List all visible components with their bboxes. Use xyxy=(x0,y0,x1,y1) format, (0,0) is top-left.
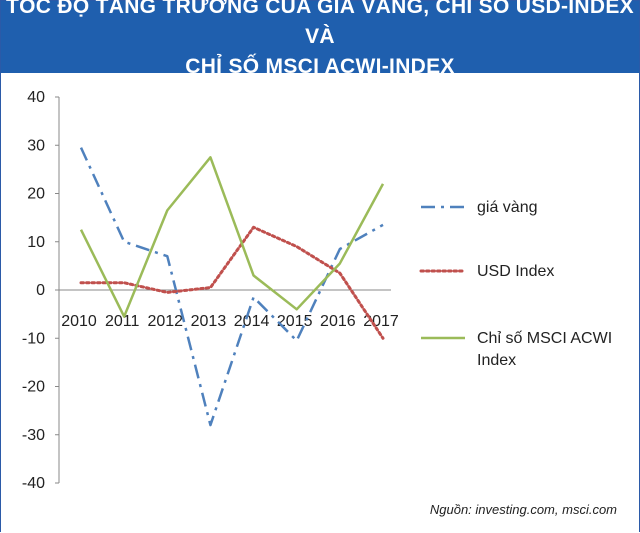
series-line-2 xyxy=(79,225,385,340)
legend-label-1: giá vàng xyxy=(477,199,538,216)
y-tick-label: 20 xyxy=(27,186,45,203)
legend-label-line: giá vàng xyxy=(477,199,538,216)
source-note: Nguồn: investing.com, msci.com xyxy=(429,502,617,517)
x-tick-label: 2010 xyxy=(61,313,97,330)
y-tick-label: -20 xyxy=(22,379,45,396)
legend-label-2: USD Index xyxy=(477,263,554,280)
x-tick-label: 2016 xyxy=(320,313,356,330)
legend-label-line: USD Index xyxy=(477,263,554,280)
y-tick-label: 10 xyxy=(27,234,45,251)
y-tick-label: -40 xyxy=(22,475,45,492)
series-line-3 xyxy=(79,156,385,318)
y-tick-label: 30 xyxy=(27,137,45,154)
x-tick-label: 2012 xyxy=(147,313,183,330)
x-tick-label: 2017 xyxy=(363,313,399,330)
legend: giá vàng USD Index Chỉ số MSCI ACWI Index xyxy=(419,199,612,369)
y-tick-label: 40 xyxy=(27,89,45,106)
chart-title-line-1: TỐC ĐỘ TĂNG TRƯỞNG CỦA GIÁ VÀNG, CHỈ SỐ … xyxy=(6,0,634,48)
y-tick-label: -10 xyxy=(22,330,45,347)
series-line-1 xyxy=(79,147,384,427)
x-tick-label: 2011 xyxy=(105,313,140,330)
chart-title-line-2: CHỈ SỐ MSCI ACWI-INDEX xyxy=(185,55,455,78)
y-tick-label: 0 xyxy=(36,282,45,299)
legend-label-3: Chỉ số MSCI ACWI Index xyxy=(477,330,612,369)
legend-label-line: Chỉ số MSCI ACWI xyxy=(477,330,612,347)
x-tick-label: 2013 xyxy=(191,313,227,330)
chart-area: 40 30 20 10 0 -10 -20 -30 -40 2010 2011 2012 2013 201… xyxy=(1,73,639,533)
title-bar: TỐC ĐỘ TĂNG TRƯỞNG CỦA GIÁ VÀNG, CHỈ SỐ … xyxy=(1,0,639,78)
x-tick-label: 2014 xyxy=(234,313,270,330)
legend-label-line: Index xyxy=(477,352,516,369)
series-group xyxy=(79,147,385,427)
y-tick-label: -30 xyxy=(22,427,45,444)
